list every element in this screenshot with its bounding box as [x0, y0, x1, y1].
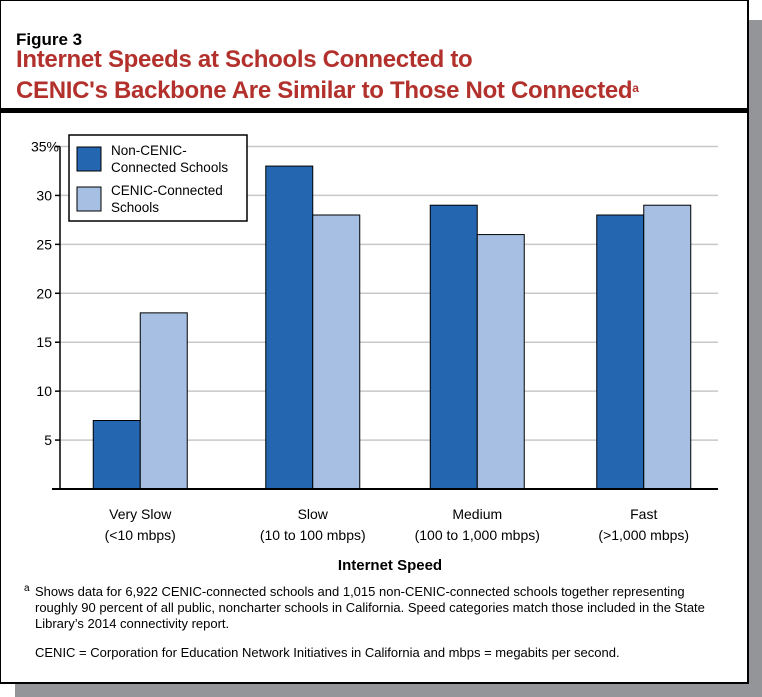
legend-swatch	[76, 146, 102, 172]
y-tick-label: 30	[36, 187, 52, 203]
abbreviation-note: CENIC = Corporation for Education Networ…	[35, 645, 620, 660]
x-tick-label: Fast	[630, 506, 657, 522]
title-rule	[0, 108, 748, 113]
x-tick-label: Very Slow	[109, 506, 172, 522]
y-tick-label: 15	[36, 334, 52, 350]
chart-title: Internet Speeds at Schools Connected to …	[16, 46, 639, 105]
bar-non-cenic	[265, 165, 314, 490]
y-tick-label: 5	[44, 432, 52, 448]
figure-label: Figure 3	[16, 30, 83, 49]
x-tick-label: (<10 mbps)	[105, 527, 176, 543]
legend-label: Non-CENIC-	[111, 143, 187, 158]
bar-cenic	[139, 312, 188, 490]
legend-swatch	[76, 186, 102, 212]
legend-label: CENIC-Connected	[111, 183, 223, 198]
bar-cenic	[643, 204, 692, 490]
x-axis-title: Internet Speed	[338, 557, 442, 574]
bar-non-cenic	[596, 214, 645, 490]
legend-label: Connected Schools	[111, 160, 228, 175]
title-line-1: Internet Speeds at Schools Connected to	[16, 46, 473, 73]
x-tick-label: (>1,000 mbps)	[598, 527, 689, 543]
y-tick-label: 20	[36, 285, 52, 301]
legend-label: Schools	[111, 200, 159, 215]
y-tick-label: 25	[36, 236, 52, 252]
y-tick-label: 10	[36, 383, 52, 399]
title-line-2: CENIC's Backbone Are Similar to Those No…	[16, 77, 639, 104]
x-tick-label: Medium	[452, 506, 502, 522]
x-tick-label: (100 to 1,000 mbps)	[415, 527, 540, 543]
bar-cenic	[476, 234, 525, 490]
bar-cenic	[312, 214, 361, 490]
x-tick-label: Slow	[298, 506, 329, 522]
x-tick-label: (10 to 100 mbps)	[260, 527, 366, 543]
y-tick-label: 35%	[31, 139, 59, 155]
footnote: a Shows data for 6,922 CENIC-connected s…	[24, 583, 705, 631]
bar-non-cenic	[92, 420, 141, 490]
bar-non-cenic	[429, 204, 478, 490]
